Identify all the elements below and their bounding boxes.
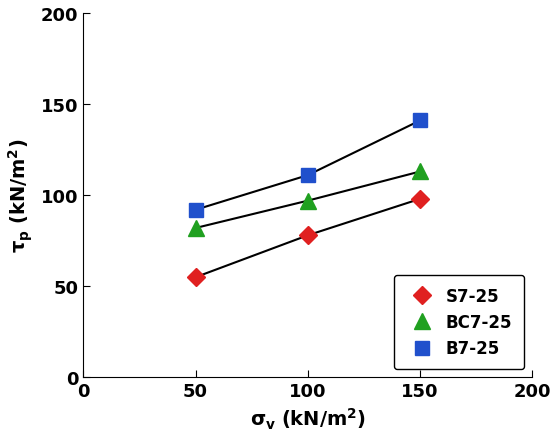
BC7-25 <box>417 170 424 175</box>
B7-25 <box>305 173 311 178</box>
S7-25 <box>192 275 199 280</box>
S7-25 <box>417 197 424 202</box>
Legend: S7-25, BC7-25, B7-25: S7-25, BC7-25, B7-25 <box>394 276 524 369</box>
B7-25 <box>192 208 199 213</box>
BC7-25 <box>305 198 311 204</box>
Line: B7-25: B7-25 <box>189 114 427 217</box>
Line: S7-25: S7-25 <box>189 193 426 284</box>
B7-25 <box>417 119 424 124</box>
Y-axis label: $\mathbf{\tau_p}$ $\mathbf{(kN/m^2)}$: $\mathbf{\tau_p}$ $\mathbf{(kN/m^2)}$ <box>7 139 35 253</box>
S7-25 <box>305 233 311 238</box>
Line: BC7-25: BC7-25 <box>188 165 427 236</box>
BC7-25 <box>192 226 199 231</box>
X-axis label: $\mathbf{\sigma_v}$ $\mathbf{(kN/m^2)}$: $\mathbf{\sigma_v}$ $\mathbf{(kN/m^2)}$ <box>249 406 366 431</box>
